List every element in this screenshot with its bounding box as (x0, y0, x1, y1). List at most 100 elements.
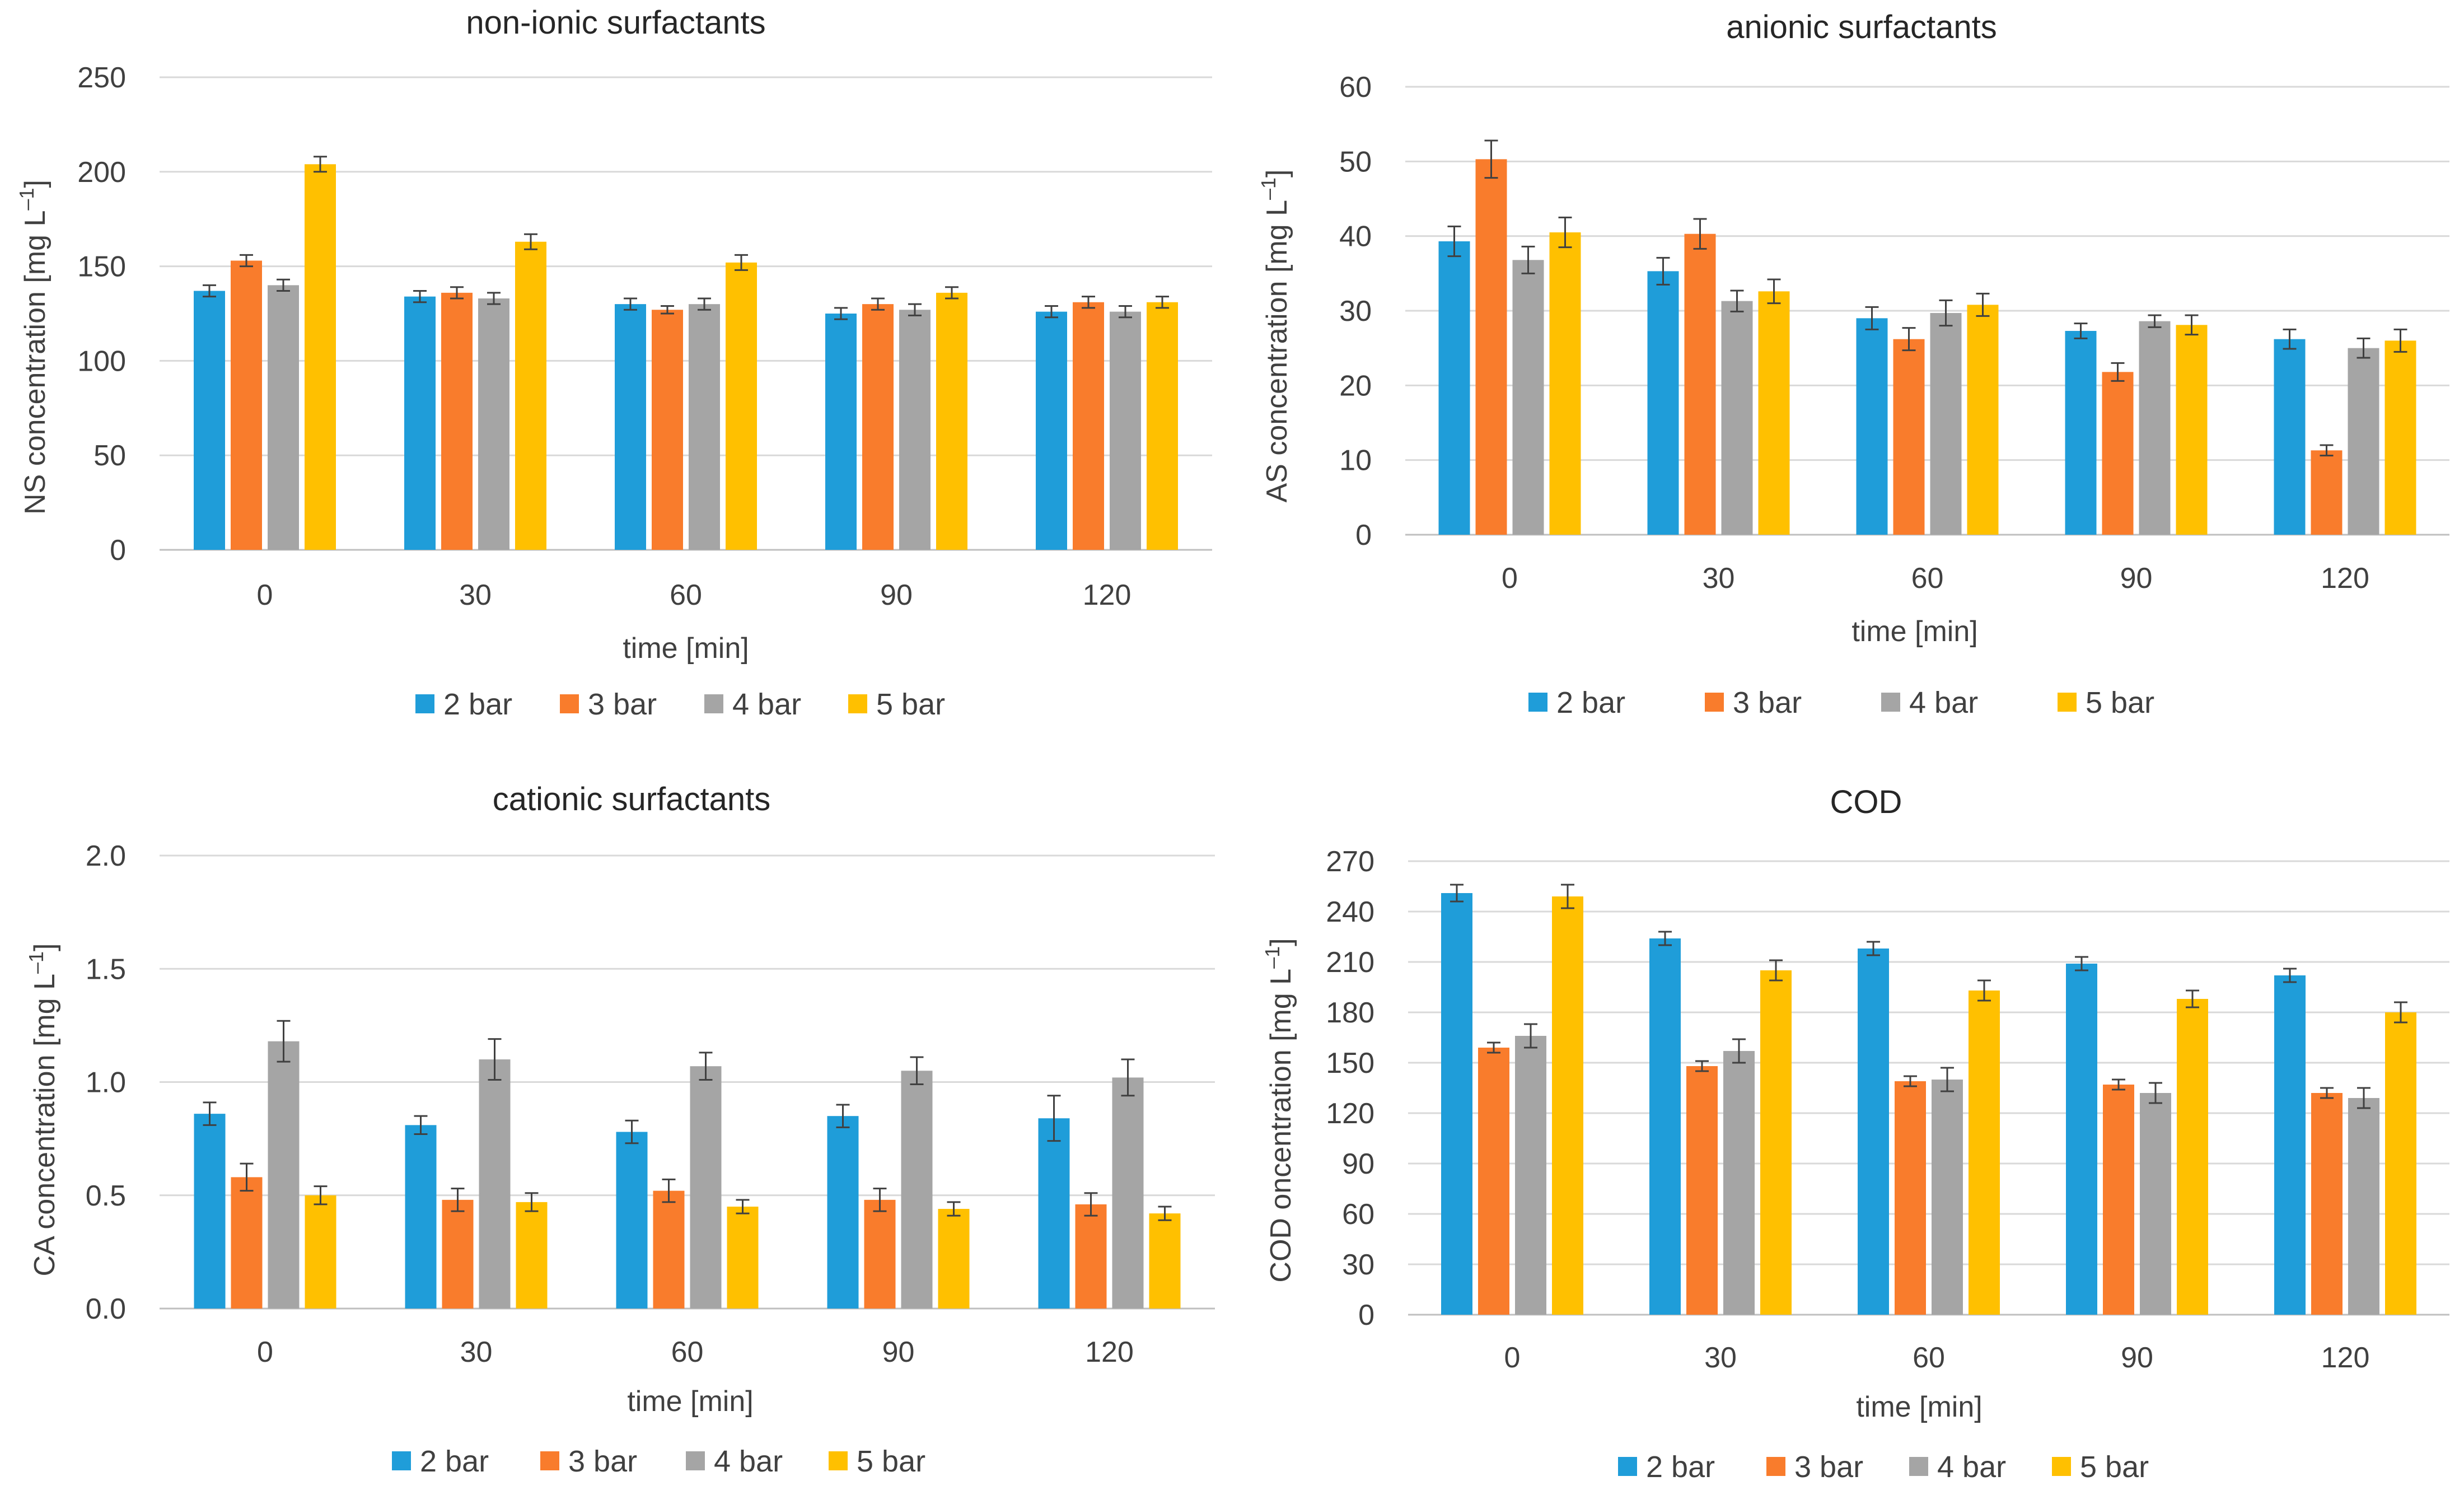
y-tick-label: 60 (1339, 71, 1372, 104)
error-bar (1524, 1023, 1537, 1049)
y-axis-label-tail: ] (1265, 938, 1297, 946)
chart-title: anionic surfactants (1726, 9, 1997, 45)
error-bar (413, 289, 427, 303)
bars (1438, 139, 2416, 535)
error-bar (2185, 314, 2199, 336)
error-bar (1732, 1038, 1746, 1064)
error-bar (2074, 323, 2088, 339)
chart-title: cationic surfactants (493, 781, 770, 817)
bar (864, 1199, 896, 1309)
legend-swatch (540, 1451, 559, 1470)
x-tick-label: 120 (2321, 1342, 2370, 1374)
bar (827, 1116, 859, 1309)
bar (441, 292, 473, 550)
y-tick-label: 0 (110, 534, 126, 567)
legend-label: 5 bar (2086, 686, 2154, 720)
y-tick-label: 270 (1326, 845, 1374, 878)
bar (404, 296, 436, 550)
error-bar (2357, 337, 2371, 359)
bar (1438, 241, 1470, 535)
y-tick-label: 50 (1339, 146, 1372, 178)
x-tick-label: 0 (1502, 562, 1518, 595)
x-tick-label: 30 (1704, 1342, 1737, 1374)
error-bar (2320, 1087, 2334, 1099)
bar (516, 1202, 548, 1309)
error-bar (1450, 884, 1464, 903)
legend-swatch (392, 1451, 411, 1470)
bar (268, 285, 299, 550)
legend-item: 5 bar (848, 688, 945, 721)
error-bar (1082, 296, 1095, 309)
x-tick-label: 0 (1504, 1342, 1521, 1374)
error-bar (908, 303, 922, 316)
legend-item: 4 bar (686, 1445, 783, 1478)
error-bar (2283, 968, 2297, 983)
legend-item: 4 bar (704, 688, 801, 721)
legend: 2 bar 3 bar 4 bar 5 bar (1618, 1450, 2149, 1484)
bar (938, 1209, 970, 1309)
legend-swatch (1528, 693, 1547, 712)
x-tick-label: 120 (1083, 579, 1132, 611)
legend-label: 5 bar (876, 688, 945, 721)
error-bar (1941, 1067, 1954, 1092)
y-tick-label: 0.5 (86, 1180, 126, 1212)
y-tick-label: 120 (1326, 1097, 1374, 1130)
x-tick-label: 60 (671, 1336, 704, 1368)
y-tick-label: 30 (1339, 295, 1372, 328)
legend-item: 3 bar (560, 688, 657, 721)
legend: 2 bar 3 bar 4 bar 5 bar (415, 688, 945, 721)
bar (1760, 970, 1792, 1315)
error-bar (661, 305, 674, 315)
legend-label: 2 bar (1646, 1450, 1715, 1484)
bar (1647, 271, 1679, 535)
legend-label: 5 bar (2080, 1450, 2149, 1484)
error-bar (2393, 328, 2407, 353)
bar (1036, 311, 1067, 550)
error-bar (1939, 299, 1953, 327)
y-axis-label-main: COD oncentration [mg L (1265, 969, 1297, 1283)
bar (615, 304, 646, 550)
bar (1930, 313, 1962, 535)
bar (901, 1071, 933, 1309)
bar (2385, 1012, 2416, 1315)
bar (690, 1066, 722, 1309)
bar (1895, 1081, 1926, 1315)
bar (899, 310, 931, 550)
legend-label: 4 bar (732, 688, 801, 721)
error-bar (1447, 225, 1461, 258)
bar (2139, 321, 2171, 535)
bar (1110, 311, 1141, 550)
error-bar (451, 1188, 465, 1212)
error-bar (314, 156, 327, 173)
bar (1475, 159, 1507, 535)
bar (1969, 991, 2000, 1315)
y-tick-label: 40 (1339, 221, 1372, 253)
bar (2140, 1093, 2171, 1315)
error-bar (487, 292, 501, 305)
error-bar (834, 307, 848, 320)
error-bar (1047, 1095, 1061, 1142)
y-tick-label: 150 (1326, 1047, 1374, 1080)
bar (1858, 949, 1889, 1315)
error-bar (1084, 1192, 1098, 1217)
legend-swatch (1881, 693, 1900, 712)
legend-swatch (1705, 693, 1724, 712)
y-tick-label: 0.0 (86, 1293, 126, 1325)
bar (2066, 964, 2097, 1315)
bar (1441, 893, 1472, 1315)
y-axis-label-sup: –1 (15, 188, 38, 211)
bar (515, 241, 546, 550)
legend-item: 2 bar (1528, 686, 1625, 720)
error-bar (524, 233, 537, 250)
legend: 2 bar 3 bar 4 bar 5 bar (1528, 686, 2154, 720)
bar (2311, 1093, 2343, 1315)
legend-label: 4 bar (1909, 686, 1978, 720)
legend-item: 5 bar (2058, 686, 2154, 720)
y-tick-label: 210 (1326, 946, 1374, 979)
bar (1515, 1036, 1546, 1315)
bar (1893, 339, 1925, 535)
error-bar (1902, 327, 1916, 352)
error-bar (735, 254, 748, 271)
legend-swatch (1618, 1457, 1637, 1476)
